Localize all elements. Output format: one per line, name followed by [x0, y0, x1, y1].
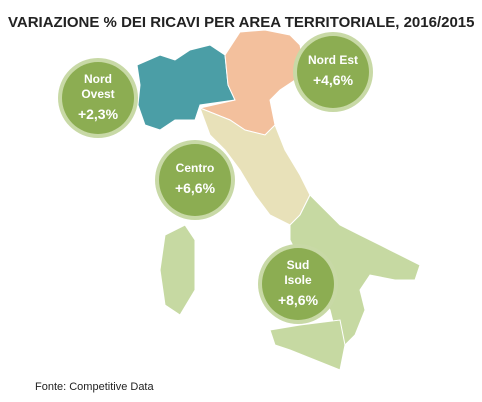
- bubble: [62, 62, 134, 134]
- source: Fonte: Competitive Data: [35, 381, 154, 393]
- area-value: +6,6%: [175, 180, 216, 196]
- bubble: [262, 248, 334, 320]
- area-value: +4,6%: [313, 72, 354, 88]
- area-label: Sud: [287, 258, 310, 272]
- bubble: [159, 144, 231, 216]
- area-label: Nord Est: [308, 53, 358, 67]
- area-label: Ovest: [81, 87, 114, 101]
- nord-est-region: [198, 29, 306, 136]
- map: [136, 29, 421, 371]
- area-value: +8,6%: [278, 292, 319, 308]
- sardinia: [159, 224, 196, 316]
- sicily: [269, 319, 346, 371]
- nord-ovest-region: [136, 44, 236, 131]
- area-value: +2,3%: [78, 106, 119, 122]
- title: VARIAZIONE % DEI RICAVI PER AREA TERRITO…: [8, 14, 475, 31]
- bubble: [297, 36, 369, 108]
- area-label: Nord: [84, 72, 112, 86]
- area-label: Isole: [284, 273, 312, 287]
- area-label: Centro: [176, 161, 215, 175]
